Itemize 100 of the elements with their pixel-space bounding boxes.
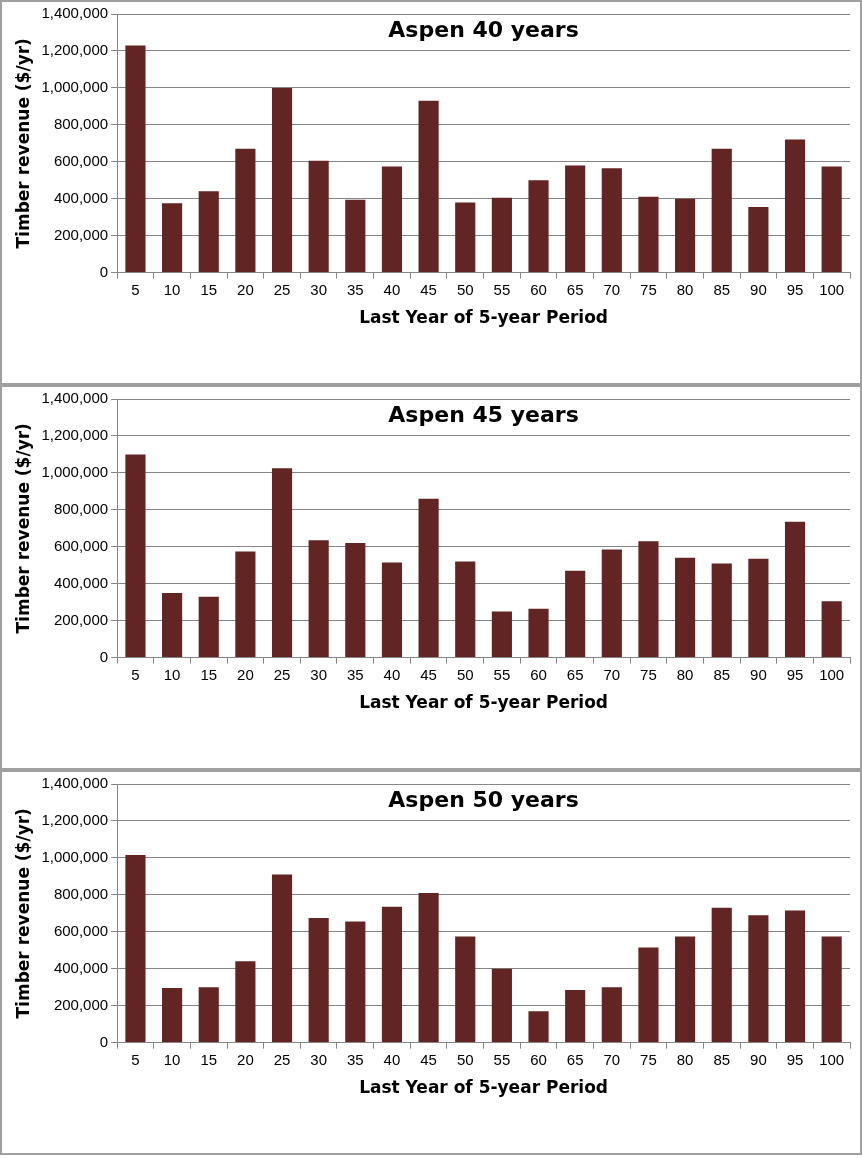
bar <box>345 543 366 658</box>
bar <box>565 989 586 1043</box>
x-tick-label: 45 <box>420 280 437 298</box>
bar <box>748 558 769 658</box>
bar <box>271 87 293 273</box>
x-axis-title: Last Year of 5-year Period <box>359 1077 608 1098</box>
x-tick-label: 25 <box>273 280 291 298</box>
bar <box>491 968 512 1043</box>
x-axis-title: Last Year of 5-year Period <box>359 692 608 713</box>
bar <box>711 907 732 1043</box>
x-tick-label: 15 <box>200 280 218 298</box>
x-tick-label: 80 <box>676 665 694 683</box>
y-axis-title: Timber revenue ($/yr) <box>12 423 33 634</box>
bar <box>748 207 769 273</box>
x-tick-label: 55 <box>493 280 511 298</box>
x-tick-label: 35 <box>346 1050 364 1068</box>
bar <box>198 191 219 273</box>
x-tick-label: 50 <box>456 1050 474 1068</box>
y-tick-label: 200,000 <box>53 995 109 1013</box>
bar <box>418 892 439 1043</box>
x-tick-label: 65 <box>566 1050 584 1068</box>
x-tick-label: 80 <box>676 1050 694 1068</box>
x-tick-label: 95 <box>786 665 804 683</box>
x-tick-label: 20 <box>237 665 254 683</box>
x-tick-label: 65 <box>566 665 584 683</box>
x-tick-label: 55 <box>493 665 511 683</box>
bar <box>601 168 622 273</box>
bar <box>381 906 403 1043</box>
bar <box>198 987 219 1043</box>
x-tick-label: 15 <box>200 665 218 683</box>
bar <box>271 468 293 658</box>
y-tick-label: 1,400,000 <box>41 389 109 407</box>
bar <box>235 961 256 1043</box>
x-tick-label: 10 <box>163 280 181 298</box>
bar <box>601 549 622 658</box>
bar <box>748 915 769 1043</box>
y-tick-label: 600,000 <box>53 536 109 554</box>
x-axis-title: Last Year of 5-year Period <box>359 307 608 328</box>
bar <box>455 202 476 273</box>
x-tick-label: 25 <box>273 665 291 683</box>
bar <box>675 198 696 273</box>
bar <box>381 166 403 273</box>
y-tick-label: 0 <box>99 262 109 280</box>
x-tick-label: 85 <box>713 665 731 683</box>
x-tick-label: 90 <box>750 665 767 683</box>
bar <box>675 936 696 1043</box>
bar <box>528 1011 549 1043</box>
bar <box>638 947 659 1043</box>
bar <box>491 197 512 273</box>
y-tick-label: 1,000,000 <box>41 463 109 481</box>
y-tick-label: 400,000 <box>53 958 109 976</box>
bar <box>162 592 183 658</box>
x-tick-label: 35 <box>346 280 364 298</box>
x-tick-label: 45 <box>420 665 437 683</box>
x-tick-label: 10 <box>163 1050 181 1068</box>
y-tick-label: 200,000 <box>53 225 109 243</box>
y-tick-label: 800,000 <box>53 884 109 902</box>
bar <box>711 148 732 273</box>
y-tick-label: 1,400,000 <box>41 4 109 22</box>
y-tick-label: 0 <box>99 647 109 665</box>
y-axis-title: Timber revenue ($/yr) <box>12 38 33 249</box>
x-tick-label: 55 <box>493 1050 511 1068</box>
chart-title: Aspen 50 years <box>388 786 579 812</box>
x-tick-label: 50 <box>456 665 474 683</box>
bar <box>198 596 219 658</box>
y-tick-label: 1,200,000 <box>41 41 109 59</box>
y-tick-label: 1,200,000 <box>41 426 109 444</box>
x-tick-label: 95 <box>786 280 804 298</box>
bar <box>601 987 622 1043</box>
x-tick-label: 10 <box>163 665 181 683</box>
x-tick-label: 40 <box>383 1050 401 1068</box>
x-tick-label: 85 <box>713 1050 731 1068</box>
x-tick-label: 50 <box>456 280 474 298</box>
bar <box>235 551 256 658</box>
bar <box>125 45 146 273</box>
chart-title: Aspen 40 years <box>388 16 579 42</box>
bar <box>162 988 183 1043</box>
bar <box>455 561 476 658</box>
x-tick-label: 45 <box>420 1050 437 1068</box>
bar <box>821 601 842 658</box>
x-tick-label: 70 <box>603 665 621 683</box>
bar <box>162 203 183 273</box>
bar <box>491 611 512 658</box>
x-tick-label: 100 <box>819 1050 845 1068</box>
bar <box>308 160 329 273</box>
y-tick-label: 600,000 <box>53 151 109 169</box>
y-tick-label: 0 <box>99 1032 109 1050</box>
x-tick-label: 15 <box>200 1050 218 1068</box>
x-tick-label: 75 <box>640 665 657 683</box>
bar <box>821 166 842 273</box>
bar <box>418 498 439 658</box>
bar <box>784 910 806 1043</box>
x-tick-label: 5 <box>131 1050 140 1068</box>
x-tick-label: 20 <box>237 1050 254 1068</box>
bar <box>418 100 439 273</box>
y-axis-title: Timber revenue ($/yr) <box>12 808 33 1019</box>
bar <box>125 454 146 658</box>
bar <box>308 917 329 1043</box>
bar <box>235 148 256 273</box>
bar <box>308 540 329 658</box>
